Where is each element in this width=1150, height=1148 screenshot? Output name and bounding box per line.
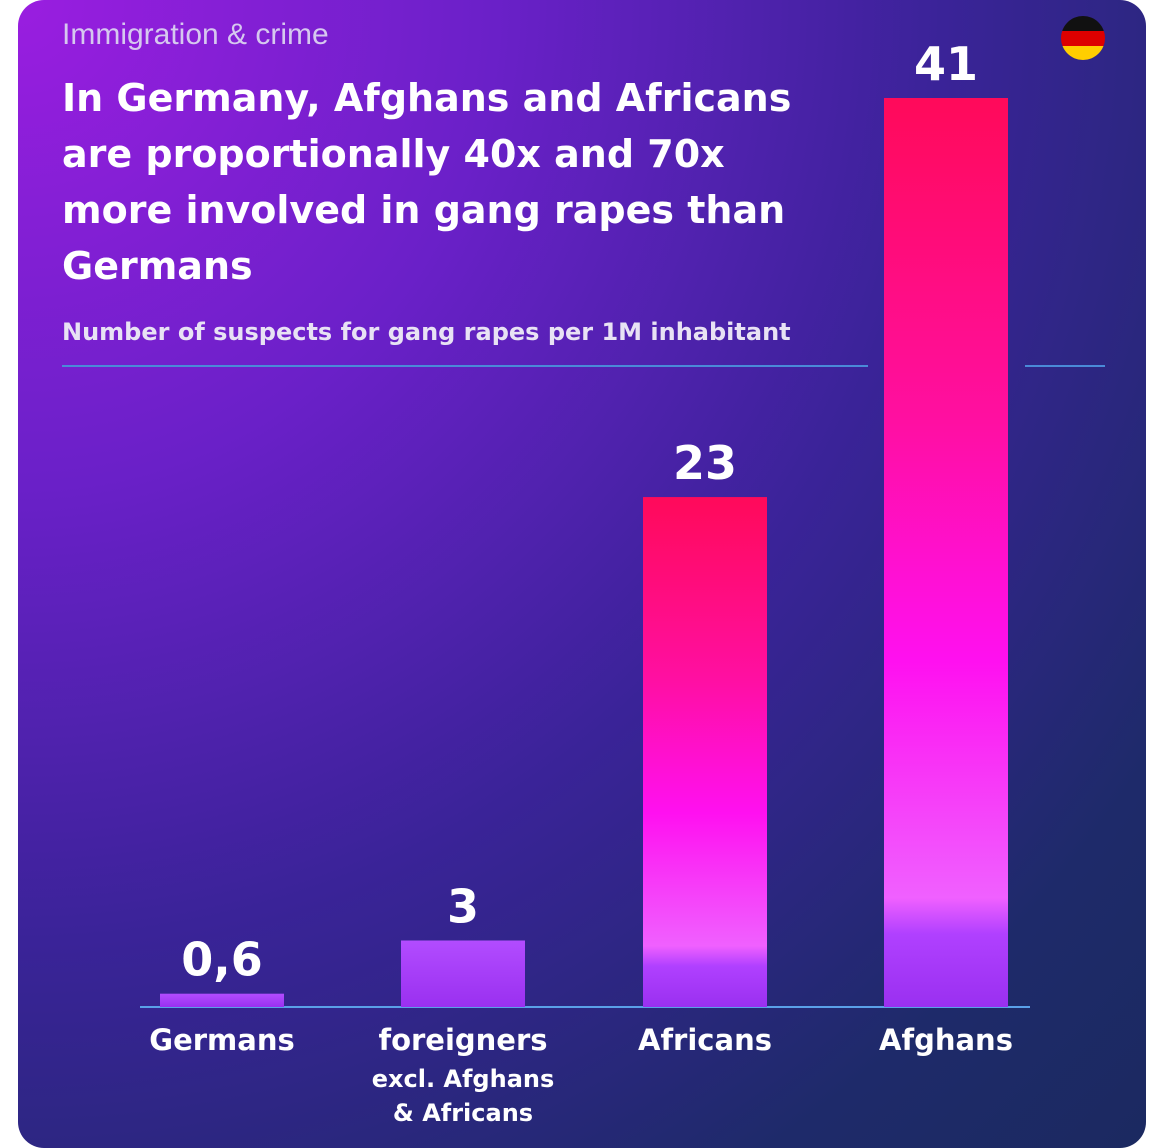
x-tick-label: Africans — [638, 1023, 772, 1057]
bar — [160, 993, 284, 1007]
subtitle: Number of suspects for gang rapes per 1M… — [62, 318, 791, 346]
value-label: 3 — [447, 879, 479, 933]
value-label: 0,6 — [181, 933, 263, 987]
value-label: 41 — [914, 37, 978, 91]
bar — [643, 497, 767, 1007]
bar — [884, 98, 1008, 1007]
chart-title: In Germany, Afghans and Africans are pro… — [62, 76, 792, 288]
bar — [401, 940, 525, 1007]
x-tick-label: Germans — [149, 1023, 294, 1057]
kicker: Immigration & crime — [62, 18, 329, 51]
value-label: 23 — [673, 436, 737, 490]
flag — [1061, 16, 1105, 60]
x-tick-label: Afghans — [879, 1023, 1013, 1057]
category-note: excl. Afghans & Africans — [371, 1065, 555, 1127]
x-tick-label: foreigners — [378, 1023, 547, 1057]
